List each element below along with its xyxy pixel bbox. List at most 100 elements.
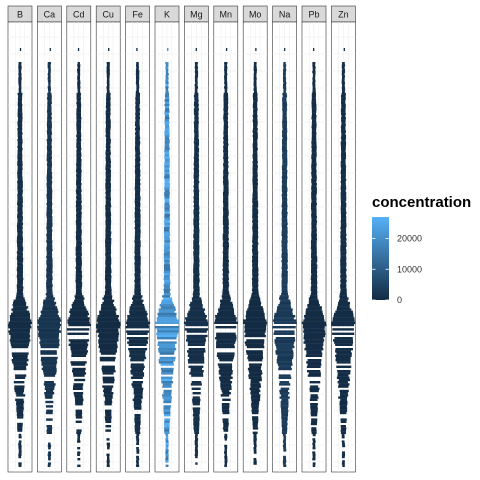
heatmap-tile — [134, 147, 140, 151]
heatmap-tile — [135, 97, 140, 100]
heatmap-tile — [252, 282, 259, 285]
heatmap-tile — [340, 205, 347, 208]
heatmap-tile — [272, 319, 297, 322]
heatmap-tile — [340, 253, 347, 256]
heatmap-tile — [276, 359, 292, 362]
heatmap-tile — [134, 396, 143, 399]
heatmap-tile — [252, 218, 258, 221]
heatmap-tile — [281, 284, 288, 287]
heatmap-tile — [76, 103, 82, 107]
heatmap-tile — [17, 154, 23, 157]
heatmap-tile — [164, 169, 170, 173]
heatmap-tile — [18, 453, 22, 456]
heatmap-tile — [281, 271, 288, 274]
heatmap-tile — [17, 262, 23, 265]
heatmap-tile — [304, 348, 324, 351]
heatmap-tile — [163, 277, 170, 280]
heatmap-tile — [46, 178, 52, 181]
heatmap-tile — [224, 84, 228, 87]
heatmap-tile — [17, 121, 23, 124]
heatmap-tile — [281, 218, 288, 221]
heatmap-tile — [222, 271, 230, 274]
heatmap-tile — [220, 304, 234, 307]
heatmap-tile — [76, 216, 82, 219]
heatmap-tile — [215, 345, 235, 349]
heatmap-tile — [76, 152, 82, 155]
heatmap-tile — [105, 227, 111, 230]
heatmap-tile — [46, 205, 53, 208]
heatmap-tile — [245, 332, 265, 335]
heatmap-tile — [252, 211, 259, 214]
heatmap-tile — [311, 224, 317, 228]
heatmap-tile — [311, 154, 317, 157]
legend-tick-label: 20000 — [397, 234, 422, 244]
heatmap-tile — [105, 183, 111, 186]
heatmap-tile — [134, 211, 141, 214]
heatmap-tile — [190, 367, 203, 371]
heatmap-tile — [340, 227, 347, 230]
heatmap-tile — [47, 167, 52, 170]
heatmap-tile — [46, 147, 52, 151]
heatmap-tile — [252, 231, 259, 234]
heatmap-tile — [106, 442, 110, 445]
heatmap-tile — [194, 207, 200, 210]
heatmap-tile — [310, 275, 318, 278]
heatmap-tile — [253, 79, 257, 82]
heatmap-tile — [46, 418, 53, 421]
heatmap-tile — [46, 187, 53, 190]
heatmap-tile — [193, 227, 200, 230]
heatmap-tile — [251, 409, 259, 412]
heatmap-tile — [106, 95, 111, 98]
heatmap-tile — [276, 348, 293, 351]
heatmap-tile — [76, 174, 82, 177]
heatmap-tile — [70, 345, 88, 349]
heatmap-tile — [224, 444, 228, 448]
heatmap-tile — [335, 343, 353, 346]
heatmap-tile — [16, 403, 24, 406]
heatmap-tile — [76, 158, 82, 162]
heatmap-tile — [310, 288, 318, 291]
heatmap-tile — [252, 235, 259, 239]
heatmap-tile — [104, 396, 113, 399]
heatmap-tile — [340, 266, 347, 269]
heatmap-tile — [77, 440, 81, 443]
heatmap-tile — [194, 99, 199, 102]
heatmap-tile — [303, 330, 326, 333]
heatmap-tile — [165, 451, 169, 454]
heatmap-tile — [47, 132, 53, 135]
heatmap-tile — [186, 334, 208, 338]
heatmap-tile — [135, 117, 140, 120]
heatmap-tile — [340, 200, 346, 203]
heatmap-tile — [282, 161, 288, 164]
heatmap-tile — [46, 152, 52, 155]
heatmap-tile — [136, 66, 139, 69]
heatmap-tile — [97, 317, 119, 320]
heatmap-tile — [72, 301, 85, 305]
heatmap-tile — [279, 383, 291, 386]
heatmap-tile — [17, 187, 23, 190]
heatmap-tile — [17, 207, 23, 210]
heatmap-tile — [223, 108, 229, 111]
heatmap-tile — [221, 295, 231, 298]
heatmap-tile — [252, 284, 259, 287]
heatmap-tile — [251, 405, 259, 408]
heatmap-tile — [339, 409, 348, 412]
heatmap-tile — [136, 451, 140, 454]
heatmap-tile — [163, 253, 170, 256]
heatmap-tile — [252, 286, 259, 289]
heatmap-tile — [136, 449, 140, 452]
heatmap-tile — [222, 277, 229, 280]
heatmap-tile — [128, 339, 148, 342]
heatmap-tile — [136, 460, 139, 463]
heatmap-tile — [283, 447, 287, 450]
heatmap-tile — [46, 295, 54, 298]
heatmap-tile — [46, 145, 52, 148]
heatmap-tile — [311, 189, 317, 192]
heatmap-tile — [105, 209, 111, 212]
heatmap-tile — [46, 163, 53, 166]
heatmap-tile — [17, 145, 23, 148]
heatmap-tile — [16, 268, 23, 272]
heatmap-tile — [341, 128, 346, 131]
heatmap-tile — [76, 431, 82, 434]
heatmap-tile — [340, 108, 346, 111]
